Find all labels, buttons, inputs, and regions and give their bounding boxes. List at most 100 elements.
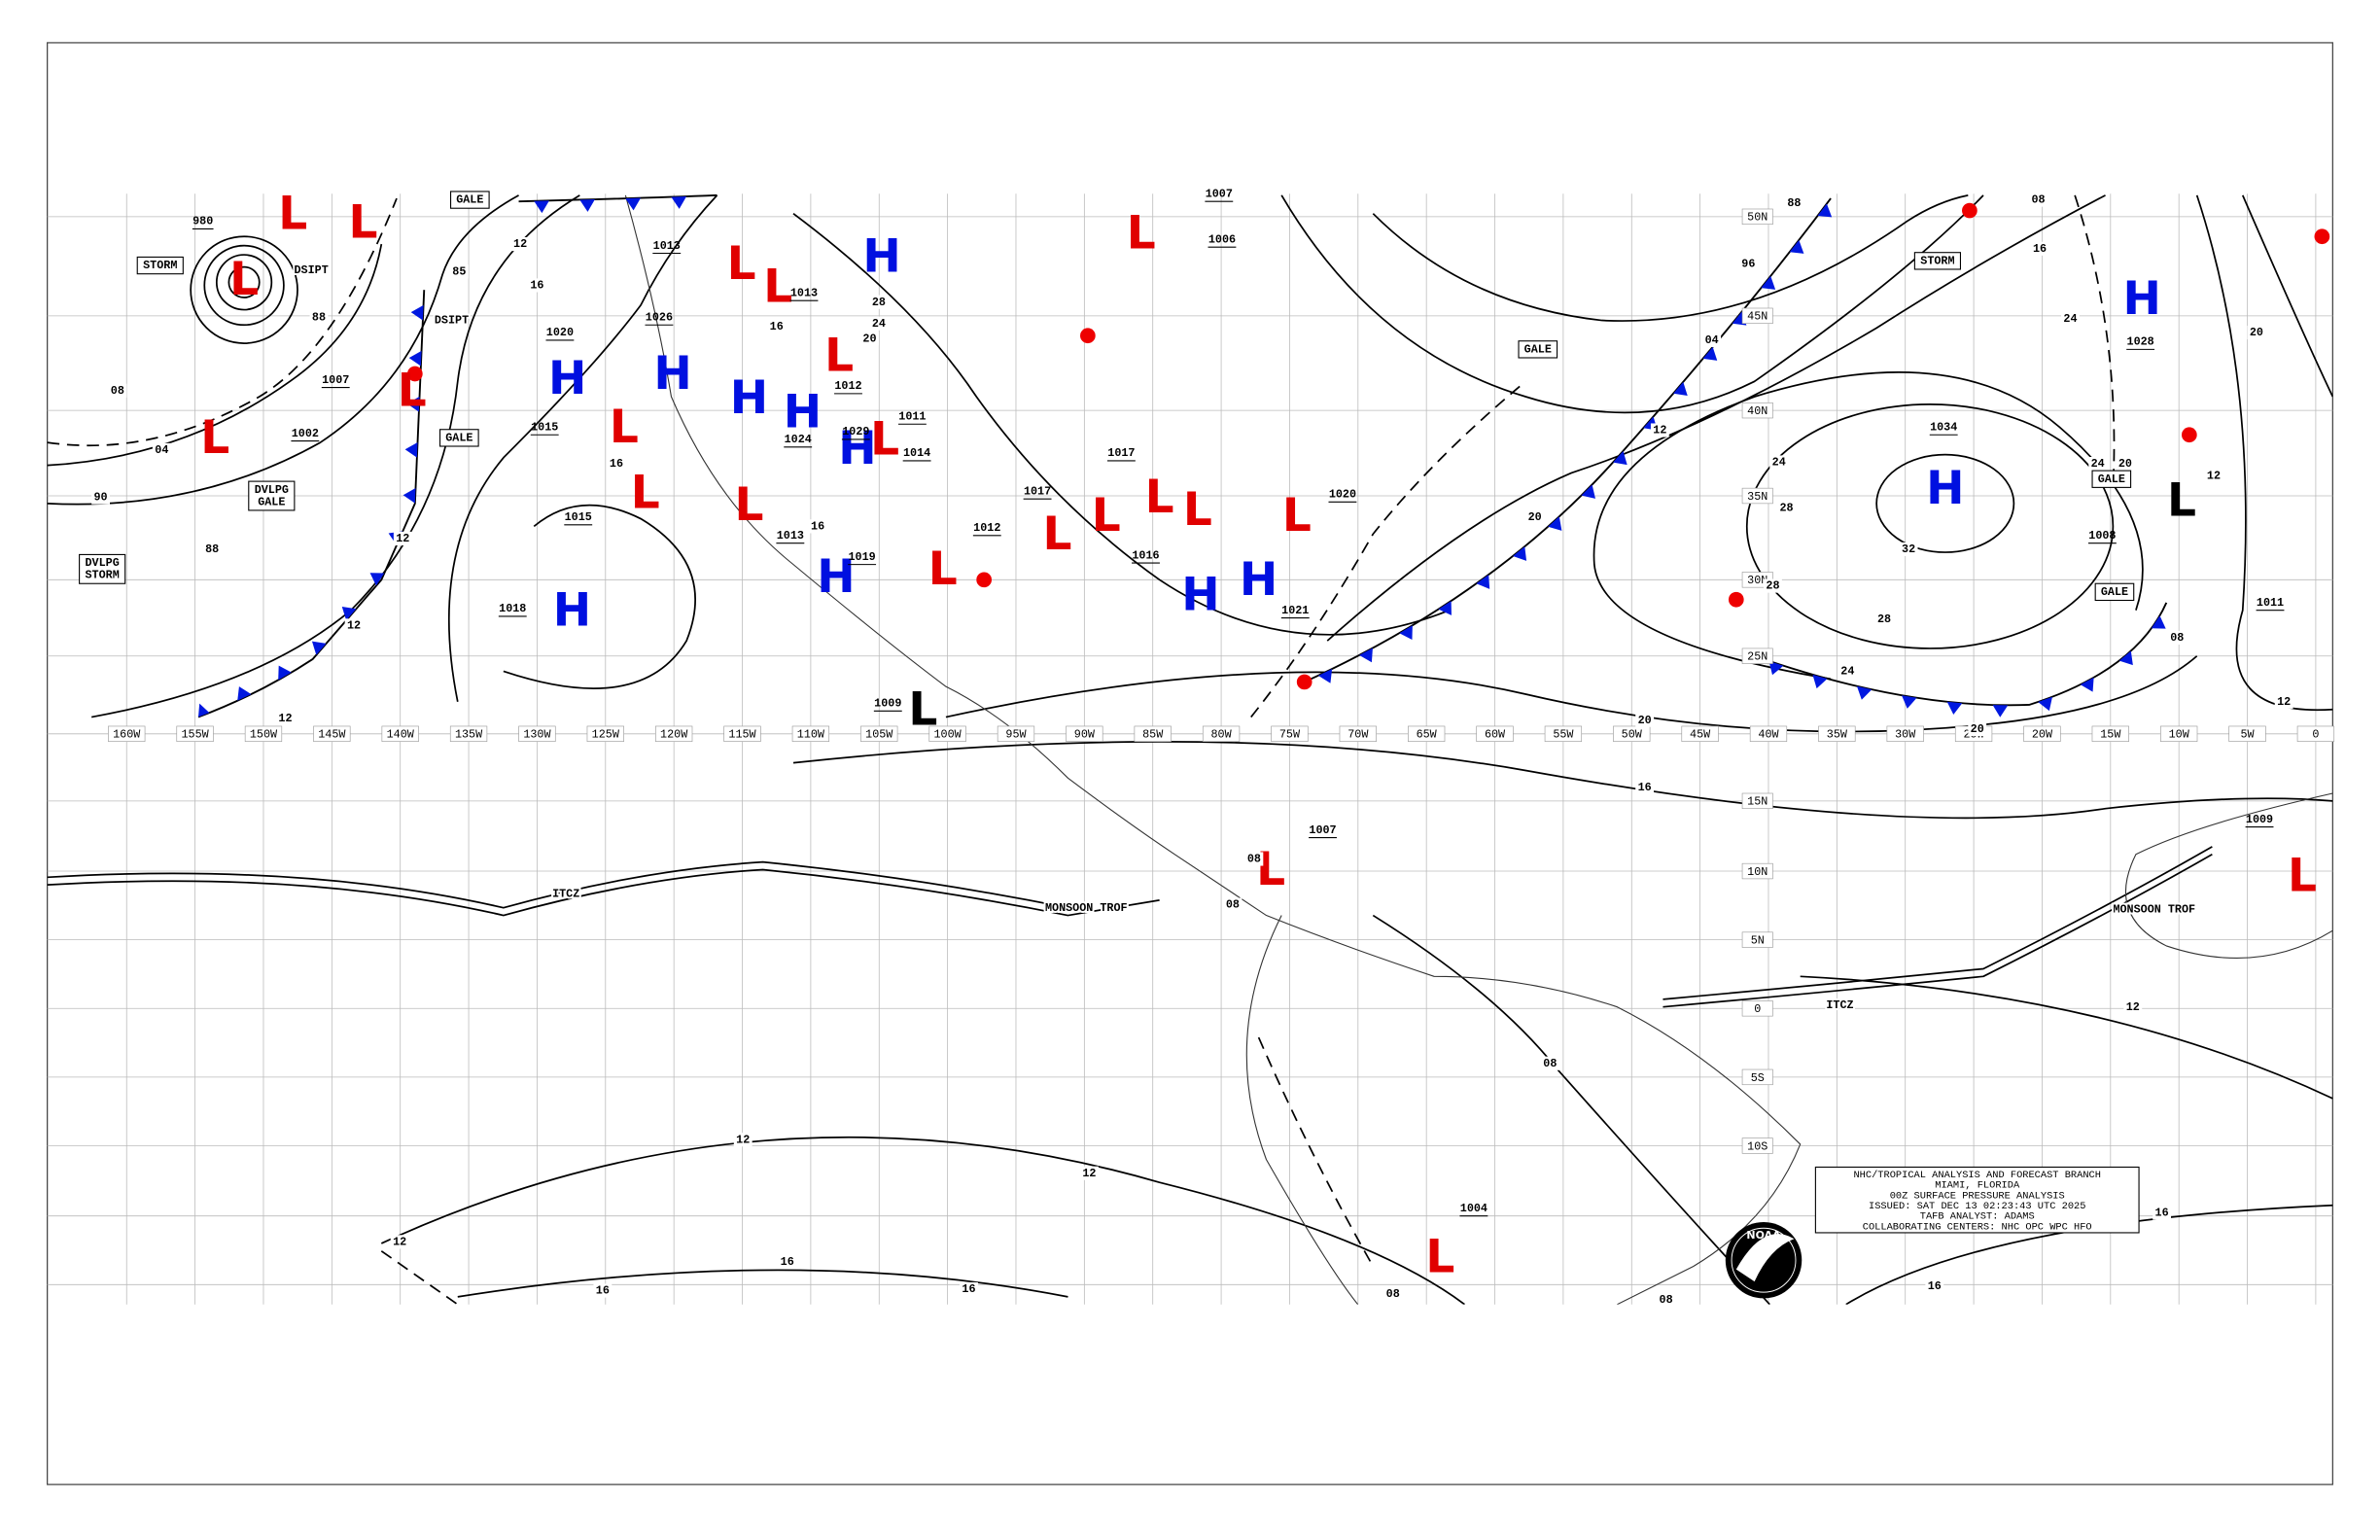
cold-front-mark xyxy=(1359,648,1373,663)
pressure-label: 1007 xyxy=(1309,823,1336,837)
label-bg xyxy=(1383,1286,1403,1301)
pressure-label: 1012 xyxy=(973,521,1000,535)
cold-front-mark xyxy=(2118,650,2133,666)
isobar-label: 85 xyxy=(452,264,466,278)
label-bg xyxy=(449,264,469,279)
pressure-center: L xyxy=(1145,471,1174,524)
isobar-label: 12 xyxy=(393,1235,406,1248)
label-box xyxy=(928,725,966,742)
isobar xyxy=(945,655,2198,733)
pressure-center: H xyxy=(548,352,586,405)
pressure-label: 1007 xyxy=(1206,187,1233,200)
label-box xyxy=(1202,725,1241,742)
longitude-label: 70W xyxy=(1348,728,1369,742)
pressure-center: L xyxy=(734,478,763,532)
pressure-center: L xyxy=(398,364,427,417)
longitude-label: 100W xyxy=(934,728,962,742)
warm-front-mark xyxy=(1296,674,1312,690)
label-bg xyxy=(733,1133,752,1147)
cold-front-mark xyxy=(1768,660,1784,676)
longitude-label: 20W xyxy=(2032,728,2053,742)
isobar-label: 16 xyxy=(2033,242,2047,256)
trough xyxy=(380,1250,459,1305)
isobar-label: 88 xyxy=(1787,196,1801,210)
longitude-label: 15W xyxy=(2100,728,2121,742)
longitude-label: 150W xyxy=(250,728,278,742)
label-box xyxy=(2160,725,2198,742)
pressure-center: L xyxy=(278,187,307,240)
isobar-label: 88 xyxy=(205,542,219,556)
longitude-label: 0 xyxy=(2312,728,2319,742)
label-bg xyxy=(607,456,626,472)
isobar xyxy=(215,254,273,311)
warning-label: STORM xyxy=(86,569,120,582)
coastline xyxy=(1245,915,1359,1305)
pressure-label: 1011 xyxy=(898,410,926,424)
label-box xyxy=(381,725,419,742)
isobar-label: 12 xyxy=(1653,424,1666,438)
pressure-label: 1020 xyxy=(546,326,574,339)
cold-front-mark xyxy=(406,396,420,412)
label-box xyxy=(1741,1068,1773,1086)
isobar-label: 12 xyxy=(513,237,527,251)
label-box xyxy=(1741,1138,1773,1154)
isobar-label: 12 xyxy=(2277,695,2291,709)
noaa-logo-ring xyxy=(1731,1227,1797,1293)
isobar-label: 28 xyxy=(1780,502,1794,515)
label-bg xyxy=(527,278,546,293)
pressure-label: 1009 xyxy=(2246,813,2273,826)
latitude-label: 50N xyxy=(1747,211,1768,225)
info-line: ISSUED: SAT DEC 13 02:23:43 UTC 2025 xyxy=(1869,1201,2085,1212)
label-bg xyxy=(2123,999,2143,1014)
longitude-label: 160W xyxy=(113,728,141,742)
cold-front-mark xyxy=(2038,696,2052,712)
info-line: TAFB ANALYST: ADAMS xyxy=(1920,1211,2035,1223)
isobar xyxy=(1280,194,1984,414)
pressure-center: L xyxy=(1042,508,1071,561)
itcz xyxy=(1662,846,2213,1000)
isobar xyxy=(2195,194,2333,712)
longitude-label: 145W xyxy=(318,728,346,742)
label-bg xyxy=(276,712,295,726)
cold-front-mark xyxy=(1673,381,1688,396)
longitude-label: 95W xyxy=(1005,728,1027,742)
isobar xyxy=(792,741,2333,820)
isobar-label: 24 xyxy=(2063,312,2077,326)
isobar-label: 12 xyxy=(736,1133,750,1146)
label-bg xyxy=(1874,612,1894,627)
trough xyxy=(47,197,398,447)
pressure-center: L xyxy=(824,329,854,382)
label-bg xyxy=(1764,578,1782,593)
pressure-label: 1013 xyxy=(653,239,681,253)
info-line: COLLABORATING CENTERS: NHC OPC WPC HFO xyxy=(1863,1221,2092,1233)
pressure-label: 1029 xyxy=(842,425,869,438)
isobar xyxy=(190,235,298,344)
isobar xyxy=(228,265,261,298)
label-box xyxy=(1518,340,1558,359)
isobar xyxy=(457,1269,1068,1298)
cold-front-mark xyxy=(1789,239,1804,254)
pressure-center: L xyxy=(928,542,958,596)
cold-front-mark xyxy=(1476,575,1490,589)
label-box xyxy=(1818,725,1856,742)
isobar-label: 16 xyxy=(811,520,824,534)
warning-label: GALE xyxy=(2098,472,2125,486)
isobar xyxy=(1800,975,2333,1100)
warning-label: STORM xyxy=(1920,254,1954,267)
cold-front-mark xyxy=(579,199,595,212)
pressure-center: L xyxy=(631,467,660,520)
cold-front-mark xyxy=(1946,701,1963,716)
isobar-label: 20 xyxy=(2250,326,2263,339)
isobar-label: 88 xyxy=(312,311,326,325)
latitude-label: 15N xyxy=(1747,795,1768,809)
cold-front-mark xyxy=(1317,669,1333,683)
cold-front-mark xyxy=(278,665,292,681)
latitude-label: 35N xyxy=(1747,490,1768,504)
pressure-label: 980 xyxy=(192,215,213,228)
map-frame xyxy=(47,42,2333,1486)
label-bg xyxy=(1635,780,1655,794)
isobar-label: 12 xyxy=(1082,1167,1096,1180)
isobar-label: 20 xyxy=(1638,714,1652,727)
label-box xyxy=(1741,862,1773,880)
label-bg xyxy=(1738,257,1758,271)
